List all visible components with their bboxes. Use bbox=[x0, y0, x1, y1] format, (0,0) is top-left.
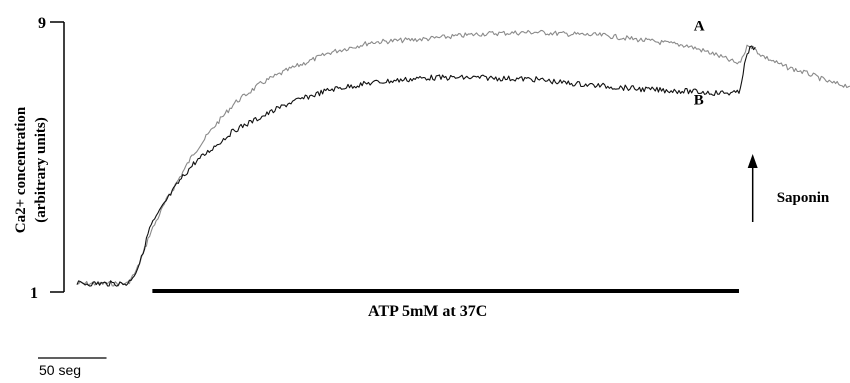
series-a-trace bbox=[76, 29, 850, 287]
y-tick-label-9: 9 bbox=[38, 15, 46, 32]
y-axis-label-line1: Ca2+ concentration bbox=[13, 106, 29, 233]
series-b-trace bbox=[76, 45, 756, 287]
y-axis-label-line2: (arbitrary units) bbox=[33, 117, 49, 222]
atp-stimulus-label: ATP 5mM at 37C bbox=[368, 303, 487, 320]
saponin-label: Saponin bbox=[777, 190, 830, 206]
series-a-label: A bbox=[694, 18, 705, 34]
series-b-label: B bbox=[694, 93, 704, 109]
y-tick-label-1: 1 bbox=[30, 285, 38, 302]
time-scale-label: 50 seg bbox=[39, 362, 81, 378]
saponin-arrow bbox=[747, 154, 758, 222]
